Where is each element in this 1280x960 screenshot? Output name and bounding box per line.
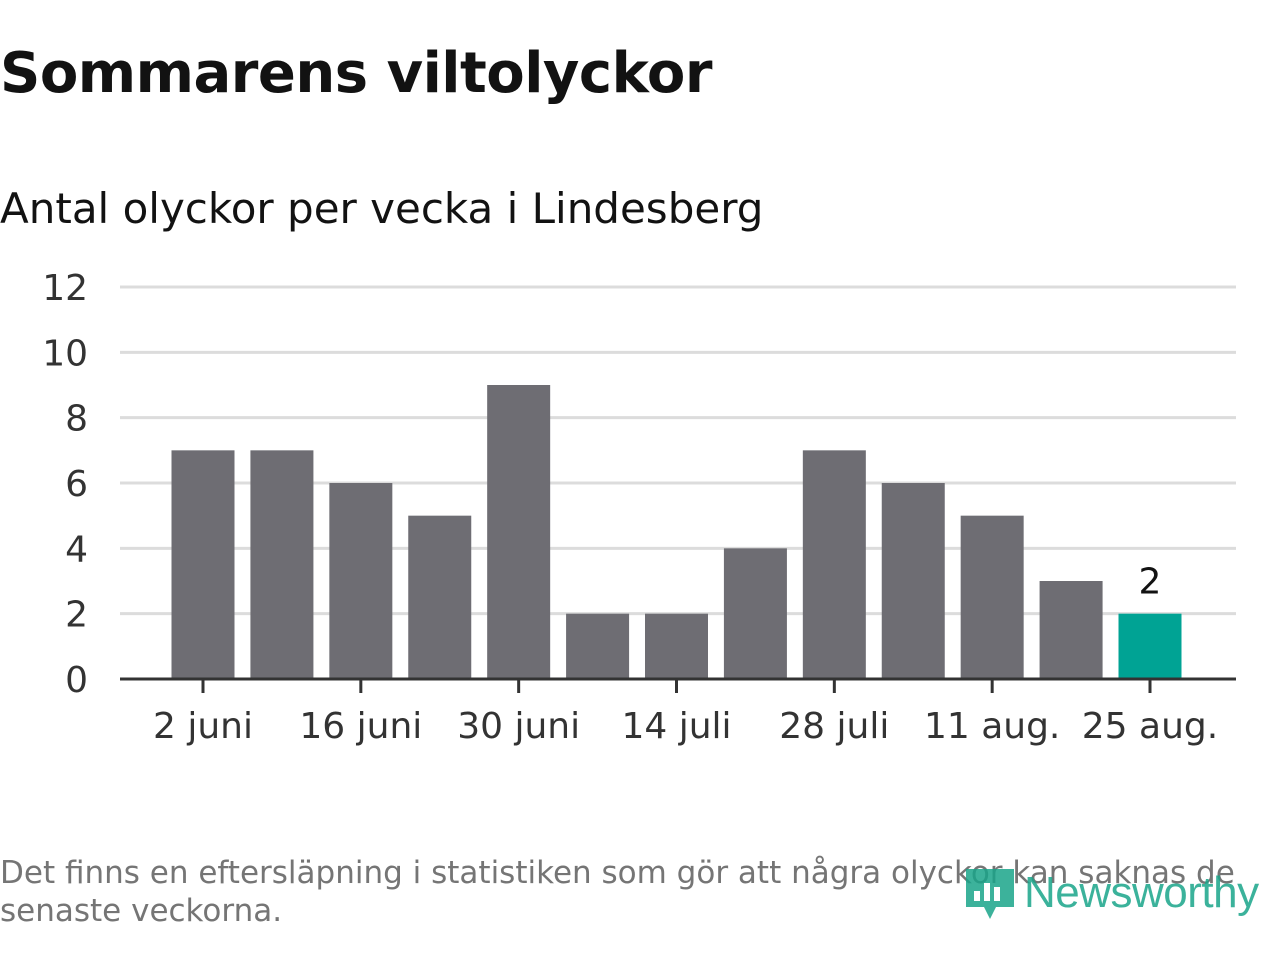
data-labels: 2 [1139, 562, 1162, 603]
y-tick-label: 4 [65, 529, 88, 570]
y-tick-label: 6 [65, 464, 88, 505]
x-tick-label: 30 juni [457, 706, 580, 747]
chart-subtitle: Antal olyckor per vecka i Lindesberg [0, 184, 764, 233]
bars [171, 385, 1182, 679]
bar-chart: 0 2 4 6 8 10 12 2 juni 16 juni 30 juni 14 juli 28 … [42, 268, 1236, 747]
x-axis [120, 677, 1236, 693]
brand-name: Newsworthy [1024, 868, 1259, 917]
footnote: Det finns en eftersläpning i statistiken… [0, 855, 1235, 929]
y-tick-label: 0 [65, 660, 88, 701]
bar [487, 385, 551, 679]
bar-highlight [1118, 613, 1182, 679]
x-tick-label: 28 juli [779, 706, 889, 747]
y-tick-label: 8 [65, 399, 88, 440]
brand-logo: Newsworthy [962, 858, 1259, 928]
x-tick-label: 16 juni [299, 706, 422, 747]
newsworthy-logo-icon [966, 869, 1014, 919]
bar [408, 515, 472, 679]
bar [171, 450, 235, 679]
y-axis-labels: 0 2 4 6 8 10 12 [42, 268, 88, 701]
bar [1039, 581, 1103, 679]
bar [329, 483, 393, 679]
y-tick-label: 2 [65, 595, 88, 636]
y-tick-label: 12 [42, 268, 88, 309]
bar [645, 613, 708, 679]
x-tick-label: 11 aug. [924, 706, 1060, 747]
bar [960, 515, 1024, 679]
chart-title: Sommarens viltolyckor [0, 41, 712, 106]
x-tick-label: 2 juni [153, 706, 253, 747]
bar [723, 548, 787, 679]
x-tick-label: 14 juli [621, 706, 731, 747]
data-label: 2 [1139, 562, 1162, 603]
bar [881, 483, 945, 679]
bar [250, 450, 314, 679]
y-tick-label: 10 [42, 333, 88, 374]
bar [566, 613, 630, 679]
x-axis-labels: 2 juni 16 juni 30 juni 14 juli 28 juli 11 aug… [153, 706, 1218, 747]
bar [802, 450, 866, 679]
x-tick-label: 25 aug. [1082, 706, 1218, 747]
